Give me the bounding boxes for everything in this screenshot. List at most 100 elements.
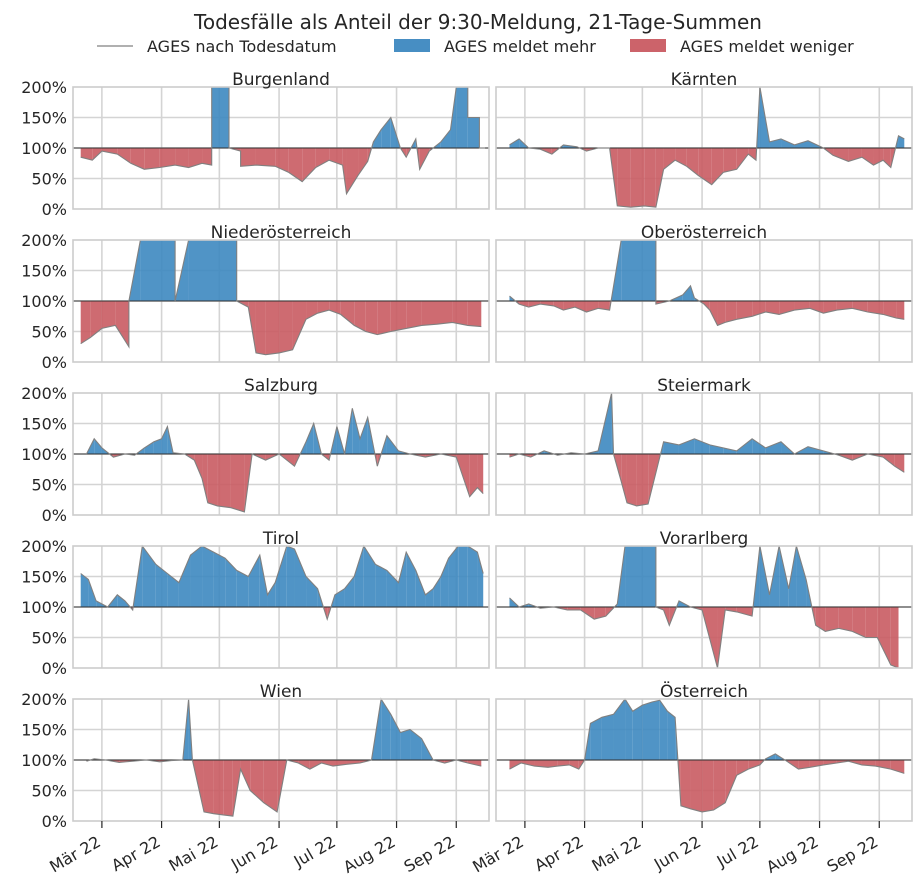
panel-title: Vorarlberg (660, 529, 749, 549)
fill-more (509, 138, 520, 148)
x-tick-label: Apr 22 (108, 832, 164, 875)
x-tick-label: Jun 22 (227, 832, 281, 874)
fill-less (794, 301, 810, 311)
x-tick-label: Mär 22 (46, 832, 104, 876)
fill-less (798, 760, 810, 770)
x-tick-label: Apr 22 (531, 832, 587, 875)
fill-less (321, 760, 333, 767)
fill-more (211, 87, 229, 148)
fill-more (752, 438, 766, 454)
x-tick-label: Mai 22 (589, 832, 645, 875)
fill-less (833, 148, 849, 162)
fill-less (202, 454, 208, 503)
series-line (509, 239, 905, 327)
fill-more (779, 546, 789, 607)
y-tick-label: 50% (31, 323, 67, 342)
fill-less (823, 301, 837, 314)
fill-less (723, 148, 737, 173)
fill-less (223, 760, 233, 817)
fill-less (702, 760, 714, 812)
fill-less (736, 760, 749, 776)
fill-more (94, 438, 102, 454)
fill-more (202, 546, 214, 607)
panel: Burgenland 0% 50% 100% 150% 200% (21, 70, 490, 219)
fill-less (288, 148, 303, 182)
fill-less (188, 148, 203, 168)
y-tick-label: 150% (21, 262, 67, 281)
fill-less (725, 607, 737, 612)
fill-less (815, 607, 826, 632)
fill-more (652, 700, 660, 760)
panel-frame (495, 698, 913, 822)
fill-less (580, 607, 595, 620)
fill-more (477, 552, 484, 607)
y-tick-label: 0% (42, 659, 67, 678)
panel-title: Oberösterreich (641, 223, 767, 243)
y-tick-label: 150% (21, 568, 67, 587)
fill-less (452, 301, 468, 326)
fill-more (80, 573, 89, 607)
fill-more (415, 570, 426, 607)
fill-less (663, 148, 676, 170)
fill-less (437, 301, 453, 325)
fill-less (553, 301, 564, 311)
panel: Oberösterreich (495, 223, 913, 363)
panel: Vorarlberg (495, 529, 913, 669)
y-tick-label: 0% (42, 506, 67, 525)
fill-less (302, 148, 316, 182)
fill-less (883, 454, 895, 467)
fill-less (469, 454, 478, 497)
fill-less (80, 148, 93, 161)
fill-more (306, 576, 318, 607)
panel-frame (495, 392, 913, 516)
fill-less (90, 301, 102, 338)
fill-more (294, 549, 307, 607)
fill-less (534, 760, 548, 768)
x-tick-label: Mär 22 (469, 832, 527, 876)
fill-less (586, 301, 599, 312)
fill-less (861, 148, 874, 166)
panel-frame (72, 392, 490, 516)
fill-less (736, 148, 749, 170)
fill-more (456, 87, 468, 148)
series-line (509, 698, 905, 813)
fill-more (769, 546, 780, 607)
fill-less (636, 454, 649, 506)
y-tick-label: 150% (21, 415, 67, 434)
fill-more (898, 135, 905, 148)
fill-more (259, 555, 268, 607)
fill-less (725, 301, 737, 323)
y-tick-label: 150% (21, 721, 67, 740)
fill-less (340, 301, 355, 326)
fill-less (626, 454, 637, 506)
fill-less (240, 760, 251, 791)
fill-less (80, 301, 91, 344)
fill-more (601, 714, 614, 760)
panel-title: Österreich (660, 680, 748, 702)
fill-more (590, 717, 602, 760)
fill-less (117, 148, 131, 164)
fill-less (883, 148, 891, 168)
fill-more (178, 555, 191, 607)
y-tick-label: 200% (21, 78, 67, 97)
series-line (86, 697, 482, 817)
x-tick-label: Jul 22 (713, 832, 762, 871)
fill-more (448, 546, 459, 607)
fill-more (625, 699, 633, 760)
fill-less (617, 148, 631, 208)
fill-more (167, 573, 179, 607)
fill-more (440, 129, 451, 148)
fill-less (594, 607, 606, 620)
fill-less (255, 301, 266, 355)
fill-less (877, 607, 891, 665)
fill-less (655, 148, 664, 208)
y-tick-label: 50% (31, 629, 67, 648)
fill-more (808, 446, 824, 454)
panels: Burgenland 0% 50% 100% 150% 200% Kärnten Nieder… (21, 70, 913, 877)
panel: Niederösterreich 0% 50% 100% 150% 200% (21, 223, 490, 372)
fill-more (275, 546, 287, 607)
panel: Österreich Mär 22 Apr 22 Mai 22 Jun 22 Jul 22… (469, 680, 913, 877)
fill-less (752, 301, 766, 317)
y-tick-label: 100% (21, 751, 67, 770)
